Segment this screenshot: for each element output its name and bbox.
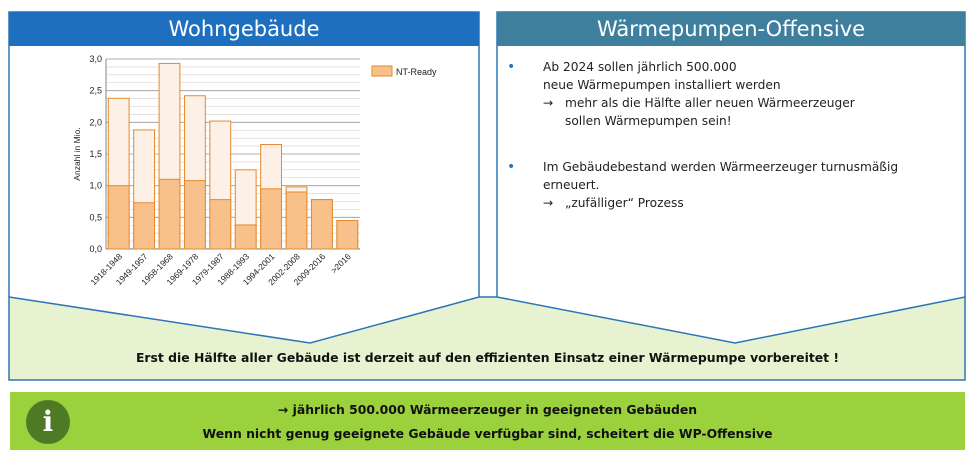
- bar-nt-ready: [285, 191, 308, 250]
- bullet-dot-icon: •: [507, 59, 516, 75]
- arrow-right-icon: →: [543, 96, 554, 110]
- y-tick-label: 1,5: [89, 149, 102, 159]
- right-panel-title: Wärmepumpen-Offensive: [497, 12, 965, 46]
- bullet-text: neue Wärmepumpen installiert werden: [543, 78, 781, 92]
- y-tick-label: 2,5: [89, 86, 102, 96]
- banner-shape: [8, 296, 966, 381]
- y-tick-label: 1,0: [89, 181, 102, 191]
- bar-nt-ready: [158, 178, 181, 250]
- bar-nt-ready: [107, 185, 130, 250]
- bullet-item-1: • Ab 2024 sollen jährlich 500.000 neue W…: [507, 58, 959, 130]
- bullet-text: erneuert.: [543, 178, 600, 192]
- legend-swatch: [371, 65, 393, 77]
- bullet-arrow-text: sollen Wärmepumpen sein!: [565, 114, 732, 128]
- y-tick-label: 0,5: [89, 212, 102, 222]
- y-axis-label: Anzahl in Mio.: [72, 127, 82, 180]
- bar-nt-ready: [260, 188, 283, 250]
- bullet-arrow-line: → mehr als die Hälfte aller neuen Wärmeer…: [543, 94, 959, 130]
- bar-nt-ready: [183, 180, 206, 250]
- legend-label: NT-Ready: [396, 67, 437, 77]
- info-box: i → jährlich 500.000 Wärmeerzeuger in ge…: [10, 392, 965, 450]
- bullet-item-2: • Im Gebäudebestand werden Wärmeerzeuger…: [507, 158, 959, 212]
- bar-nt-ready: [209, 199, 232, 250]
- bullet-text: Ab 2024 sollen jährlich 500.000: [543, 60, 737, 74]
- bar-nt-ready: [336, 220, 359, 250]
- info-line-2: Wenn nicht genug geeignete Gebäude verfü…: [202, 426, 773, 441]
- bullet-arrow-text: mehr als die Hälfte aller neuen Wärmeerz…: [565, 96, 855, 110]
- info-icon: i: [26, 400, 70, 444]
- info-line-1: → jährlich 500.000 Wärmeerzeuger in geei…: [277, 402, 698, 417]
- bullet-dot-icon: •: [507, 159, 516, 175]
- bullet-arrow-line: → „zufälliger“ Prozess: [543, 194, 959, 212]
- bullet-text: Im Gebäudebestand werden Wärmeerzeuger t…: [543, 160, 899, 174]
- y-tick-label: 2,0: [89, 117, 102, 127]
- arrow-right-icon: →: [543, 196, 554, 210]
- bar-nt-ready: [234, 224, 257, 250]
- y-tick-label: 3,0: [89, 54, 102, 64]
- bullet-arrow-text: „zufälliger“ Prozess: [565, 196, 684, 210]
- x-tick-label: >2016: [329, 251, 353, 275]
- bar-nt-ready: [133, 202, 156, 250]
- banner-text: Erst die Hälfte aller Gebäude ist derzei…: [135, 350, 840, 365]
- left-panel-title: Wohngebäude: [9, 12, 479, 46]
- y-tick-label: 0,0: [89, 244, 102, 254]
- bar-nt-ready: [310, 199, 333, 250]
- bullet-list: • Ab 2024 sollen jährlich 500.000 neue W…: [507, 58, 959, 212]
